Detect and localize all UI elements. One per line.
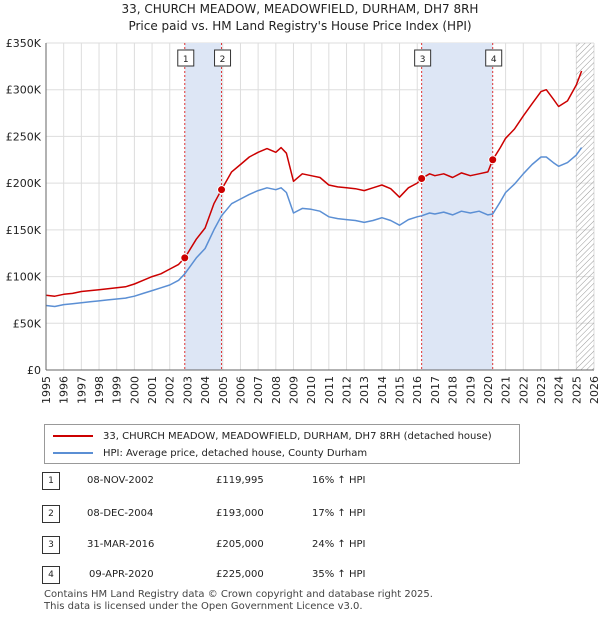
- x-tick-label: 1996: [58, 376, 71, 404]
- legend-item-property: 33, CHURCH MEADOW, MEADOWFIELD, DURHAM, …: [53, 428, 492, 444]
- sale-hpi-diff: 17% ↑ HPI: [312, 508, 366, 519]
- y-tick-label: £350K: [6, 37, 42, 50]
- x-tick-label: 1997: [75, 376, 88, 404]
- x-tick-label: 2010: [305, 376, 318, 404]
- sale-price: £225,000: [216, 569, 264, 580]
- legend-item-hpi: HPI: Average price, detached house, Coun…: [53, 445, 367, 461]
- sale-marker-label: 2: [220, 55, 226, 65]
- sale-hpi-diff: 24% ↑ HPI: [312, 539, 366, 550]
- legend-swatch-property: [53, 435, 93, 437]
- chart-title-line2: Price paid vs. HM Land Registry's House …: [128, 19, 472, 33]
- legend-swatch-hpi: [53, 452, 93, 454]
- y-tick-label: £300K: [6, 84, 42, 97]
- sale-price: £205,000: [216, 539, 264, 550]
- sale-marker-label: 3: [420, 55, 426, 65]
- y-tick-label: £250K: [6, 130, 42, 143]
- x-tick-label: 2007: [252, 376, 265, 404]
- sale-date: 31-MAR-2016: [87, 539, 155, 550]
- y-tick-label: £200K: [6, 177, 42, 190]
- x-tick-label: 2003: [181, 376, 194, 404]
- x-tick-label: 2017: [429, 376, 442, 404]
- sale-number-badge: 2: [42, 505, 60, 523]
- x-tick-label: 2021: [500, 376, 513, 404]
- x-tick-label: 2025: [570, 376, 583, 404]
- x-tick-label: 2015: [394, 376, 407, 404]
- x-tick-label: 1999: [111, 376, 124, 404]
- footer-copyright: Contains HM Land Registry data © Crown c…: [44, 589, 433, 600]
- sale-marker-box: [485, 49, 503, 67]
- y-tick-label: £100K: [6, 271, 42, 284]
- sale-row: 2 08-DEC-2004 £193,000 17% ↑ HPI: [42, 505, 442, 523]
- x-tick-label: 2013: [358, 376, 371, 404]
- x-tick-label: 2023: [535, 376, 548, 404]
- x-tick-label: 2008: [270, 376, 283, 404]
- price-chart: 1 2 3 4 £0 £50K £100K £150K £200K £250K £300K £350…: [6, 37, 600, 404]
- sale-row: 4 09-APR-2020 £225,000 35% ↑ HPI: [42, 566, 442, 584]
- legend-label-hpi: HPI: Average price, detached house, Coun…: [103, 447, 368, 459]
- chart-title-line1: 33, CHURCH MEADOW, MEADOWFIELD, DURHAM, …: [121, 2, 479, 16]
- x-tick-label: 2026: [588, 376, 600, 404]
- x-tick-label: 2022: [517, 376, 530, 404]
- x-tick-label: 2016: [411, 376, 424, 404]
- x-tick-label: 2006: [234, 376, 247, 404]
- x-tick-label: 2019: [464, 376, 477, 404]
- legend: 33, CHURCH MEADOW, MEADOWFIELD, DURHAM, …: [44, 424, 520, 464]
- x-tick-label: 2020: [482, 376, 495, 404]
- sale-date: 08-NOV-2002: [87, 475, 154, 486]
- sale-marker-box: [414, 49, 432, 67]
- sale-point: [417, 173, 427, 183]
- x-tick-label: 2014: [376, 376, 389, 404]
- property-price-line: [45, 70, 583, 297]
- y-tick-label: £50K: [13, 317, 42, 330]
- sale-price: £119,995: [216, 475, 264, 486]
- sale-point: [180, 253, 190, 263]
- y-tick-label: £0: [27, 364, 41, 377]
- x-tick-label: 2011: [323, 376, 336, 404]
- sale-point: [217, 185, 227, 195]
- sale-row: 3 31-MAR-2016 £205,000 24% ↑ HPI: [42, 536, 442, 554]
- x-tick-label: 2024: [553, 376, 566, 404]
- sale-hpi-diff: 35% ↑ HPI: [312, 569, 366, 580]
- sale-row: 1 08-NOV-2002 £119,995 16% ↑ HPI: [42, 472, 442, 490]
- sale-price: £193,000: [216, 508, 264, 519]
- sale-marker-box: [214, 49, 232, 67]
- sale-number-badge: 4: [42, 566, 60, 584]
- footer-licence: This data is licensed under the Open Gov…: [44, 601, 363, 612]
- sale-date: 09-APR-2020: [89, 569, 154, 580]
- x-tick-label: 2018: [447, 376, 460, 404]
- x-tick-label: 1998: [93, 376, 106, 404]
- sale-hpi-diff: 16% ↑ HPI: [312, 475, 366, 486]
- x-tick-label: 2005: [217, 376, 230, 404]
- sale-marker-label: 1: [183, 55, 189, 65]
- shaded-period: [184, 43, 222, 370]
- x-tick-label: 2002: [164, 376, 177, 404]
- x-tick-label: 2000: [128, 376, 141, 404]
- sale-number-badge: 3: [42, 536, 60, 554]
- sale-number-badge: 1: [42, 472, 60, 490]
- sale-marker-box: [177, 49, 195, 67]
- x-tick-label: 1995: [40, 376, 53, 404]
- y-tick-label: £150K: [6, 224, 42, 237]
- sale-date: 08-DEC-2004: [87, 508, 154, 519]
- x-tick-label: 2009: [287, 376, 300, 404]
- footer: Contains HM Land Registry data © Crown c…: [44, 589, 433, 613]
- legend-label-property: 33, CHURCH MEADOW, MEADOWFIELD, DURHAM, …: [103, 430, 492, 442]
- forecast-hatch: [576, 43, 594, 370]
- plot-area: [46, 43, 594, 370]
- hpi-line: [45, 147, 583, 308]
- x-tick-label: 2004: [199, 376, 212, 404]
- shaded-period: [421, 43, 493, 370]
- sale-point: [488, 155, 498, 165]
- x-tick-label: 2001: [146, 376, 159, 404]
- sale-marker-label: 4: [491, 55, 497, 65]
- x-tick-label: 2012: [341, 376, 354, 404]
